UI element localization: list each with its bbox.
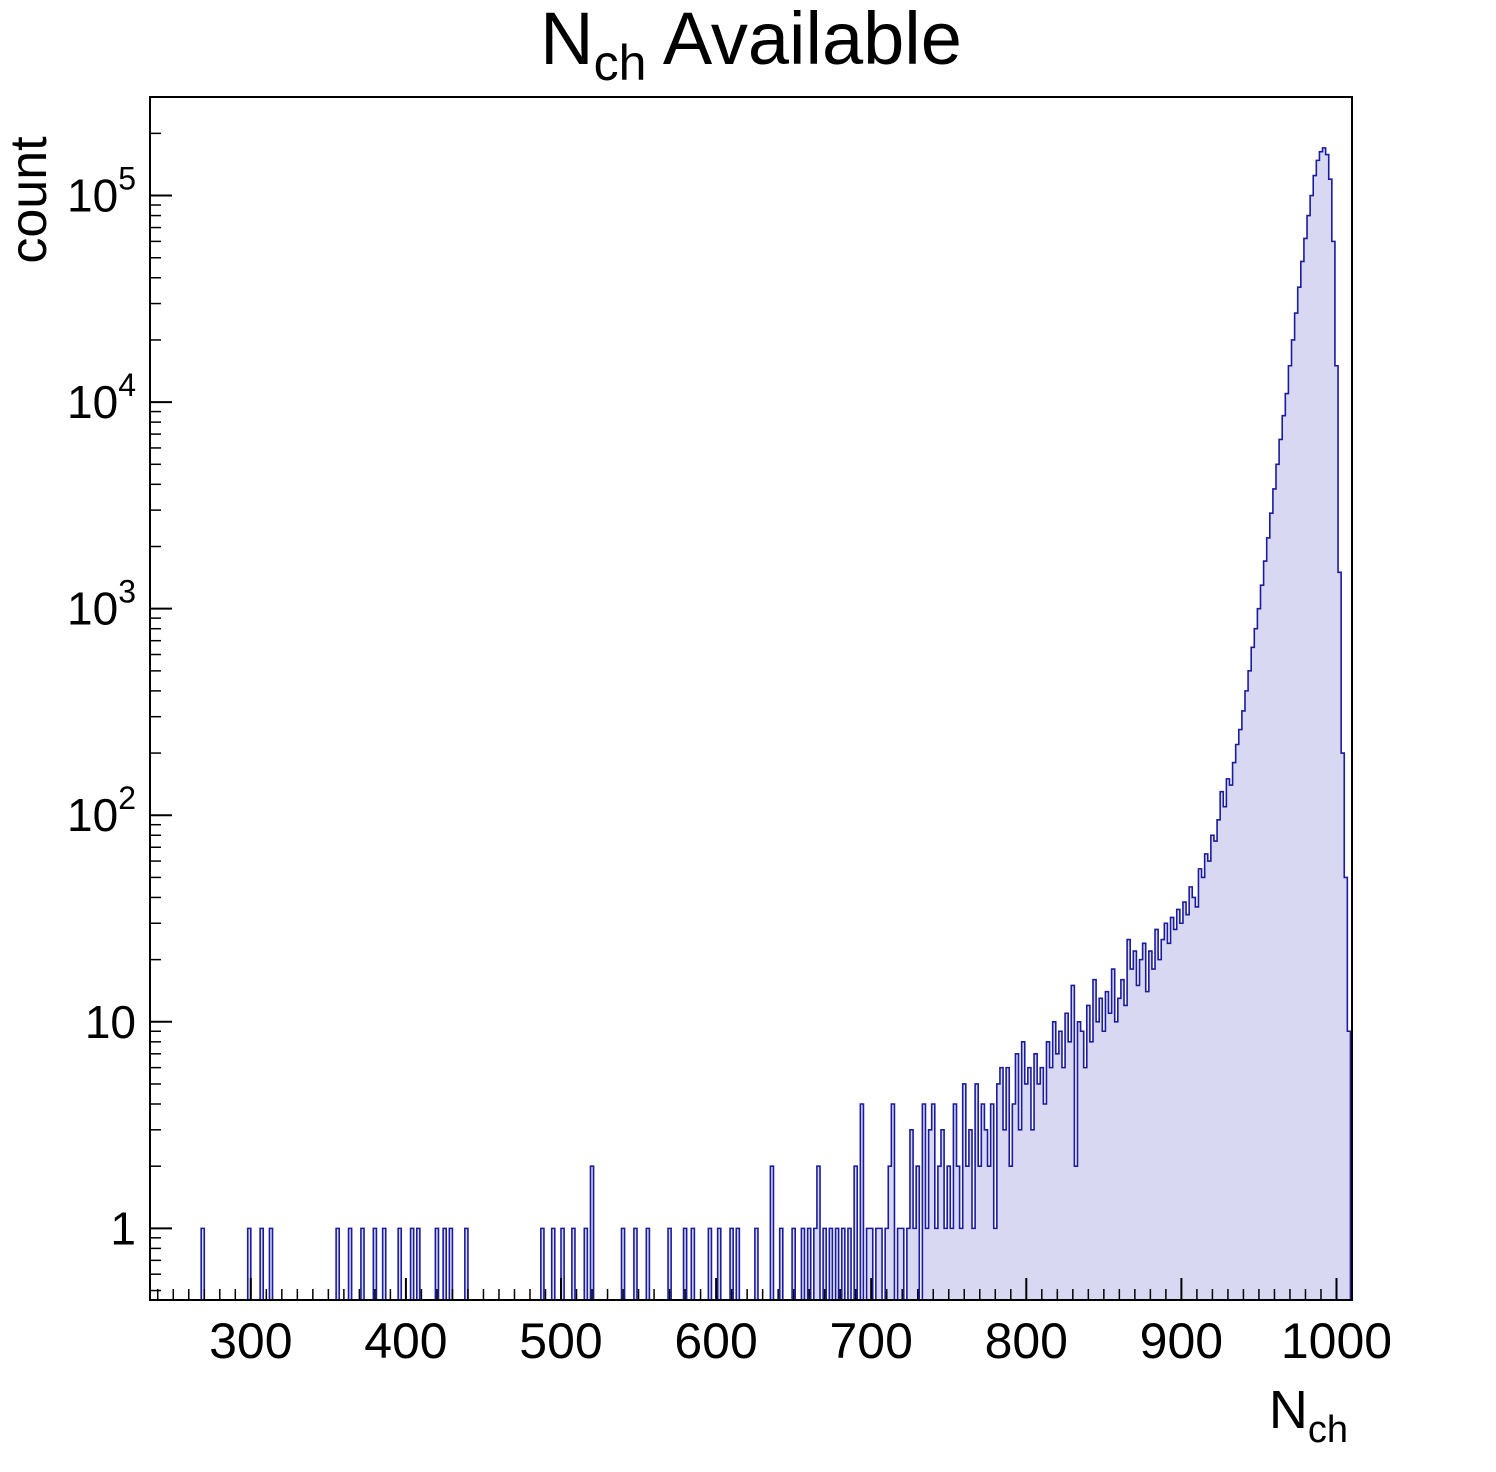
- x-tick-label: 500: [519, 1313, 602, 1369]
- x-tick-label: 1000: [1281, 1313, 1392, 1369]
- axis-ticks: [150, 96, 1353, 1300]
- x-tick-label: 900: [1140, 1313, 1223, 1369]
- x-tick-label: 800: [985, 1313, 1068, 1369]
- y-tick-label: 103: [67, 574, 136, 635]
- y-tick-label: 105: [67, 161, 136, 222]
- y-tick-label: 1: [110, 1202, 136, 1254]
- x-tick-label: 700: [829, 1313, 912, 1369]
- y-tick-label: 10: [85, 996, 136, 1048]
- x-tick-label: 400: [364, 1313, 447, 1369]
- x-tick-label: 600: [674, 1313, 757, 1369]
- y-tick-label: 104: [67, 367, 136, 428]
- y-tick-label: 102: [67, 780, 136, 841]
- x-axis-label: Nch: [1269, 1380, 1348, 1451]
- y-axis-label: count: [0, 136, 58, 264]
- x-tick-label: 300: [209, 1313, 292, 1369]
- chart-title: Nch Available: [540, 0, 962, 91]
- histogram-series: [200, 147, 1352, 1301]
- plot-frame: [149, 96, 1353, 1301]
